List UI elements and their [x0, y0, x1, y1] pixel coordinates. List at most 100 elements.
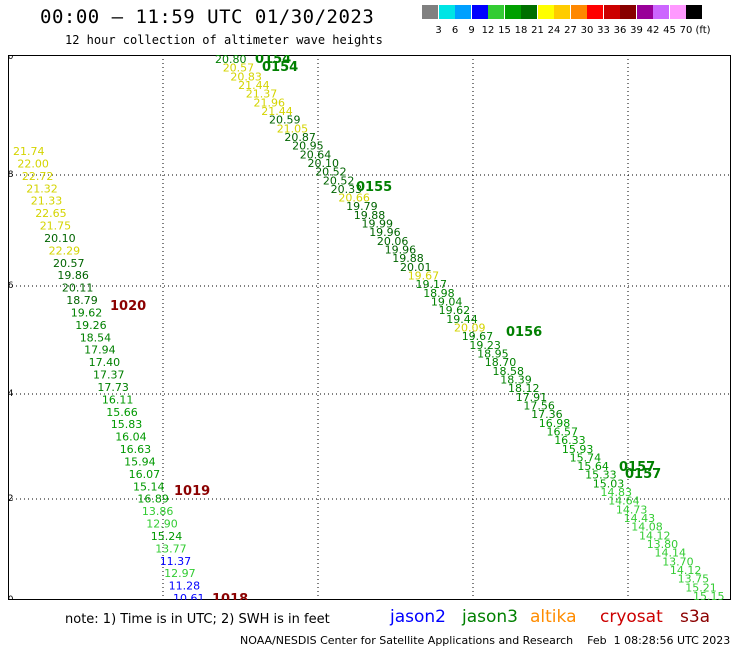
- east-track-value: 14.08: [631, 521, 663, 534]
- east-track-value: 14.12: [639, 529, 671, 542]
- y-tick-label: 48: [8, 170, 14, 180]
- east-track-value: 21.44: [238, 79, 270, 92]
- pass-id-label: 0157: [625, 467, 661, 482]
- legend-swatch: [620, 5, 636, 19]
- west-track-value: 18.79: [66, 294, 98, 307]
- west-track-value: 21.33: [31, 195, 63, 208]
- pass-id-label: 0157: [619, 460, 655, 475]
- east-track-value: 20.83: [230, 70, 262, 83]
- legend-swatch: [653, 5, 669, 19]
- east-track-value: 17.36: [531, 408, 563, 421]
- legend-swatch: [537, 5, 554, 19]
- east-track-value: 21.37: [246, 88, 277, 101]
- west-track-value: 17.94: [84, 344, 116, 357]
- east-track-value: 14.83: [601, 486, 633, 499]
- east-track-value: 14.43: [624, 512, 656, 525]
- legend-label: 36: [613, 25, 627, 36]
- legend-swatch: [554, 5, 570, 19]
- east-track-value: 20.09: [454, 322, 486, 335]
- west-track-value: 12.97: [164, 567, 196, 580]
- east-track-value: 19.62: [439, 304, 471, 317]
- east-track-value: 20.64: [300, 148, 332, 161]
- east-track-value: 20.59: [269, 114, 301, 127]
- east-track-value: 13.80: [647, 538, 679, 551]
- east-track-value: 14.73: [616, 503, 648, 516]
- west-track-value: 12.90: [146, 518, 178, 531]
- west-track-value: 16.11: [102, 393, 133, 406]
- west-track-value: 16.04: [115, 431, 147, 444]
- west-track-value: 20.57: [53, 257, 85, 270]
- west-track-value: 17.37: [93, 369, 125, 382]
- east-track-value: 15.64: [577, 460, 609, 473]
- pass-id-label: 0154: [255, 55, 291, 67]
- legend-label: 70: [679, 25, 693, 36]
- legend-swatch: [504, 5, 521, 19]
- east-track-value: 19.79: [346, 200, 378, 213]
- legend-swatch: [669, 5, 686, 19]
- east-track-value: 20.87: [284, 131, 316, 144]
- legend-label: 18: [514, 25, 528, 36]
- east-track-value: 21.44: [261, 105, 293, 118]
- east-track-value: 20.95: [292, 140, 324, 153]
- legend-label: 42: [646, 25, 660, 36]
- east-track-value: 14.64: [608, 495, 640, 508]
- wave-height-map: 16516817117417750484644424021.7422.0022.…: [8, 55, 731, 600]
- footnote: note: 1) Time is in UTC; 2) SWH is in fe…: [65, 612, 330, 627]
- east-track-value: 20.66: [338, 192, 370, 205]
- legend-swatch: [521, 5, 537, 19]
- east-track-value: 13.70: [662, 555, 694, 568]
- legend-label: 45: [663, 25, 676, 36]
- legend-swatch: [438, 5, 455, 19]
- east-track-value: 19.44: [446, 313, 478, 326]
- east-track-value: 19.99: [362, 218, 394, 231]
- east-track-value: 15.74: [570, 451, 602, 464]
- east-track-value: 15.33: [585, 469, 617, 482]
- legend-label: 3: [435, 25, 442, 36]
- legend-swatch: [471, 5, 488, 19]
- west-track-value: 16.07: [129, 468, 161, 481]
- satellite-altika: altika: [530, 607, 577, 627]
- east-track-value: 21.05: [277, 122, 309, 135]
- east-track-value: 17.91: [516, 391, 548, 404]
- west-track-value: 20.10: [44, 232, 76, 245]
- east-track-value: 17.56: [523, 400, 555, 413]
- legend-label: 15: [498, 25, 511, 36]
- west-track-value: 15.24: [151, 530, 183, 543]
- west-track-value: 15.83: [111, 418, 143, 431]
- west-track-value: 15.14: [133, 480, 165, 493]
- east-track-value: 18.95: [477, 348, 509, 361]
- west-track-value: 18.54: [80, 331, 112, 344]
- east-track-value: 19.04: [431, 296, 463, 309]
- legend-swatch: [686, 5, 702, 19]
- legend-label: 9: [468, 25, 475, 36]
- west-track-value: 22.29: [49, 244, 81, 257]
- y-tick-label: 50: [8, 55, 14, 62]
- west-track-value: 19.62: [71, 306, 103, 319]
- west-track-value: 22.65: [35, 207, 66, 220]
- y-tick-label: 46: [8, 281, 14, 291]
- west-track-value: 20.11: [62, 282, 94, 295]
- east-track-value: 15.93: [562, 443, 594, 456]
- east-track-value: 19.17: [416, 278, 448, 291]
- west-track-value: 19.86: [57, 269, 89, 282]
- pass-id-label: 0155: [356, 180, 392, 195]
- west-track-value: 15.66: [106, 406, 138, 419]
- pass-id-label: 1020: [110, 299, 146, 314]
- legend-swatch: [488, 5, 504, 19]
- west-track-value: 10.61: [173, 592, 205, 600]
- satellite-s3a: s3a: [680, 607, 711, 627]
- east-track-value: 20.10: [308, 157, 340, 170]
- east-track-value: 19.96: [385, 244, 417, 257]
- west-track-value: 16.89: [137, 493, 169, 506]
- pass-id-label: 0156: [506, 325, 542, 340]
- west-track-value: 13.86: [142, 505, 174, 518]
- east-track-value: 14.12: [670, 564, 702, 577]
- pass-id-label: 0154: [262, 60, 298, 75]
- west-track-value: 13.77: [155, 542, 187, 555]
- legend-label: 12: [481, 25, 495, 36]
- legend-label: 6: [451, 25, 459, 36]
- east-track-value: 18.39: [500, 374, 532, 387]
- y-tick-label: 44: [8, 389, 14, 399]
- east-track-value: 13.75: [678, 573, 710, 586]
